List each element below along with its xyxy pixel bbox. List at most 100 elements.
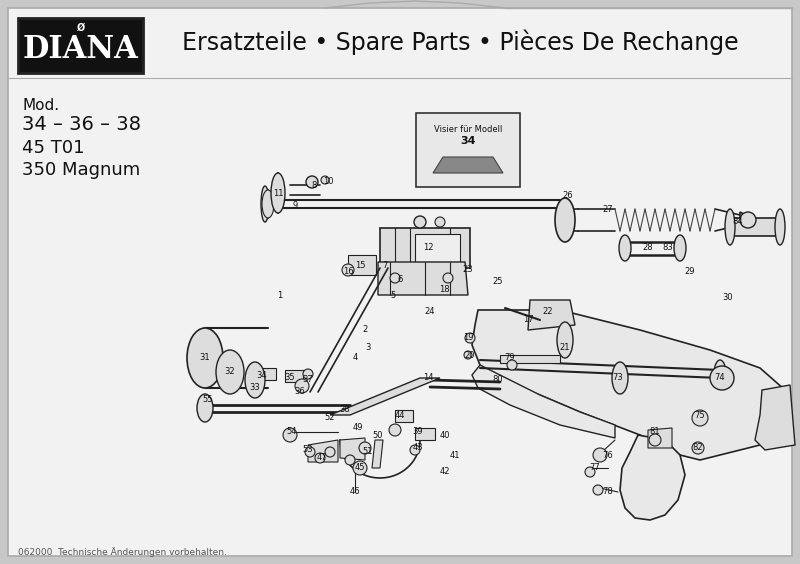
Text: 75: 75: [694, 411, 706, 420]
Polygon shape: [472, 365, 615, 438]
Text: Visier für Modell: Visier für Modell: [434, 125, 502, 134]
Ellipse shape: [283, 428, 297, 442]
Text: 2: 2: [362, 325, 368, 334]
Text: 36: 36: [294, 387, 306, 396]
Ellipse shape: [342, 264, 354, 276]
Ellipse shape: [295, 379, 309, 393]
Text: 30: 30: [722, 293, 734, 302]
Text: 29: 29: [685, 267, 695, 276]
Text: 45: 45: [354, 464, 366, 473]
Ellipse shape: [305, 447, 315, 457]
Text: 77: 77: [590, 464, 600, 473]
Polygon shape: [340, 438, 365, 460]
Ellipse shape: [261, 186, 269, 222]
Ellipse shape: [593, 448, 607, 462]
Text: 27: 27: [602, 205, 614, 214]
Text: 37: 37: [302, 376, 314, 385]
Text: 38: 38: [340, 406, 350, 415]
FancyBboxPatch shape: [18, 18, 143, 73]
Ellipse shape: [187, 328, 223, 388]
Text: 7: 7: [382, 261, 388, 270]
Ellipse shape: [410, 445, 420, 455]
Ellipse shape: [303, 369, 313, 379]
Ellipse shape: [465, 333, 475, 343]
Text: 1: 1: [278, 290, 282, 299]
Ellipse shape: [710, 366, 734, 390]
Ellipse shape: [674, 235, 686, 261]
Polygon shape: [740, 212, 755, 228]
Bar: [395, 410, 413, 422]
Text: 54: 54: [286, 428, 298, 437]
Text: 11: 11: [273, 190, 283, 199]
Text: 16: 16: [342, 267, 354, 276]
Text: 28: 28: [642, 244, 654, 253]
Ellipse shape: [315, 453, 325, 463]
Text: 53: 53: [302, 446, 314, 455]
Ellipse shape: [593, 485, 603, 495]
Polygon shape: [620, 435, 685, 520]
Polygon shape: [378, 262, 468, 295]
Text: 4: 4: [352, 354, 358, 363]
Text: 34: 34: [460, 136, 476, 146]
Ellipse shape: [692, 410, 708, 426]
Ellipse shape: [216, 350, 244, 394]
Text: 6: 6: [398, 275, 402, 284]
Text: 51: 51: [362, 447, 374, 456]
Ellipse shape: [262, 190, 274, 218]
Text: 44: 44: [394, 411, 406, 420]
Ellipse shape: [775, 209, 785, 245]
Text: 062000  Technische Änderungen vorbehalten.: 062000 Technische Änderungen vorbehalten…: [18, 547, 227, 557]
Text: 19: 19: [462, 333, 474, 342]
Bar: [285, 370, 303, 382]
Ellipse shape: [692, 442, 704, 454]
Text: 76: 76: [602, 451, 614, 460]
Ellipse shape: [507, 360, 517, 370]
Ellipse shape: [740, 212, 756, 228]
Text: 15: 15: [354, 261, 366, 270]
Ellipse shape: [359, 442, 371, 454]
Ellipse shape: [464, 351, 472, 359]
Text: 43: 43: [413, 443, 423, 452]
Text: 25: 25: [493, 277, 503, 287]
Text: 31: 31: [200, 354, 210, 363]
Text: 84: 84: [733, 218, 743, 227]
Text: 41: 41: [450, 451, 460, 460]
Text: 9: 9: [292, 200, 298, 209]
Text: 17: 17: [522, 315, 534, 324]
Polygon shape: [372, 440, 383, 468]
Ellipse shape: [325, 447, 335, 457]
Text: 23: 23: [462, 266, 474, 275]
Text: 18: 18: [438, 285, 450, 294]
Ellipse shape: [245, 362, 265, 398]
Text: 32: 32: [225, 368, 235, 377]
Polygon shape: [648, 428, 672, 448]
Text: 21: 21: [560, 343, 570, 352]
Text: 83: 83: [662, 244, 674, 253]
Text: 34 – 36 – 38: 34 – 36 – 38: [22, 116, 141, 134]
Ellipse shape: [619, 235, 631, 261]
Text: 52: 52: [325, 413, 335, 422]
Ellipse shape: [306, 176, 318, 188]
Bar: [730, 218, 780, 236]
Ellipse shape: [649, 434, 661, 446]
Text: Mod.: Mod.: [22, 98, 59, 112]
Ellipse shape: [555, 198, 575, 242]
Text: 42: 42: [440, 468, 450, 477]
Bar: [500, 355, 560, 363]
FancyBboxPatch shape: [8, 8, 792, 556]
Text: 45 T01: 45 T01: [22, 139, 85, 157]
Text: Ø: Ø: [76, 23, 85, 33]
FancyBboxPatch shape: [416, 113, 520, 187]
Polygon shape: [472, 310, 790, 460]
Ellipse shape: [271, 173, 285, 213]
Text: 47: 47: [317, 453, 327, 462]
Polygon shape: [528, 300, 575, 330]
Text: 80: 80: [493, 376, 503, 385]
Text: 12: 12: [422, 244, 434, 253]
Ellipse shape: [714, 360, 726, 388]
Polygon shape: [433, 157, 503, 173]
Text: 8: 8: [311, 182, 317, 191]
Text: 26: 26: [562, 191, 574, 200]
Ellipse shape: [612, 362, 628, 394]
Bar: [415, 428, 435, 440]
